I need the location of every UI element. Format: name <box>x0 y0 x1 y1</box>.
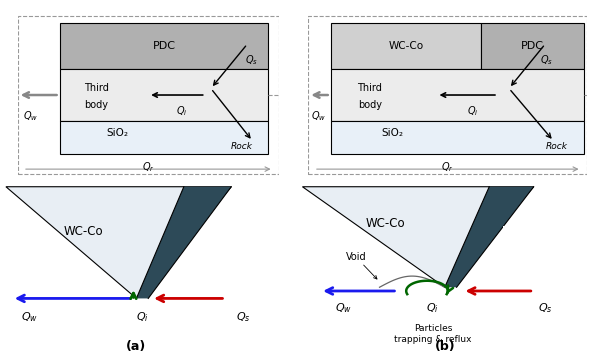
Text: PDC: PDC <box>521 40 544 50</box>
Bar <box>481 23 584 69</box>
Text: WC-Co: WC-Co <box>366 217 405 231</box>
Text: $Q_i$: $Q_i$ <box>467 105 479 118</box>
Polygon shape <box>445 187 534 287</box>
Bar <box>331 121 584 154</box>
Text: $Q_s$: $Q_s$ <box>538 301 553 315</box>
Text: $Q_s$: $Q_s$ <box>236 310 250 324</box>
Text: $Q_w$: $Q_w$ <box>311 110 326 123</box>
Text: WC-Co: WC-Co <box>63 225 103 238</box>
Text: (b): (b) <box>435 340 455 353</box>
Text: WC-Co: WC-Co <box>388 40 423 50</box>
Polygon shape <box>6 187 231 299</box>
Text: (a): (a) <box>126 340 146 353</box>
Text: Rock: Rock <box>231 141 253 151</box>
Text: $Q_w$: $Q_w$ <box>23 110 38 123</box>
Bar <box>59 23 268 69</box>
Text: $Q_r$: $Q_r$ <box>142 160 155 174</box>
Bar <box>59 121 268 154</box>
Text: Particles
trapping & reflux: Particles trapping & reflux <box>394 324 471 344</box>
Text: $Q_s$: $Q_s$ <box>540 54 553 67</box>
Text: $Q_i$: $Q_i$ <box>176 105 188 118</box>
Text: body: body <box>84 100 108 110</box>
Text: Third: Third <box>84 83 109 93</box>
Polygon shape <box>136 187 231 299</box>
Text: PDC: PDC <box>152 40 176 50</box>
Text: PDC: PDC <box>502 226 524 236</box>
Text: Rock: Rock <box>546 141 568 151</box>
Bar <box>331 23 481 69</box>
Text: $Q_w$: $Q_w$ <box>21 310 38 324</box>
Text: $Q_r$: $Q_r$ <box>441 160 454 174</box>
Text: PDC: PDC <box>200 241 221 251</box>
Text: $Q_i$: $Q_i$ <box>426 301 439 315</box>
Text: Third: Third <box>357 83 382 93</box>
Text: Void: Void <box>346 252 366 262</box>
Text: body: body <box>358 100 382 110</box>
Text: SiO₂: SiO₂ <box>106 128 128 138</box>
Text: SiO₂: SiO₂ <box>381 128 403 138</box>
Bar <box>59 69 268 121</box>
Text: $Q_s$: $Q_s$ <box>245 54 258 67</box>
Polygon shape <box>302 187 534 287</box>
Text: $Q_w$: $Q_w$ <box>336 301 352 315</box>
Bar <box>331 69 584 121</box>
Text: $Q_i$: $Q_i$ <box>136 310 149 324</box>
